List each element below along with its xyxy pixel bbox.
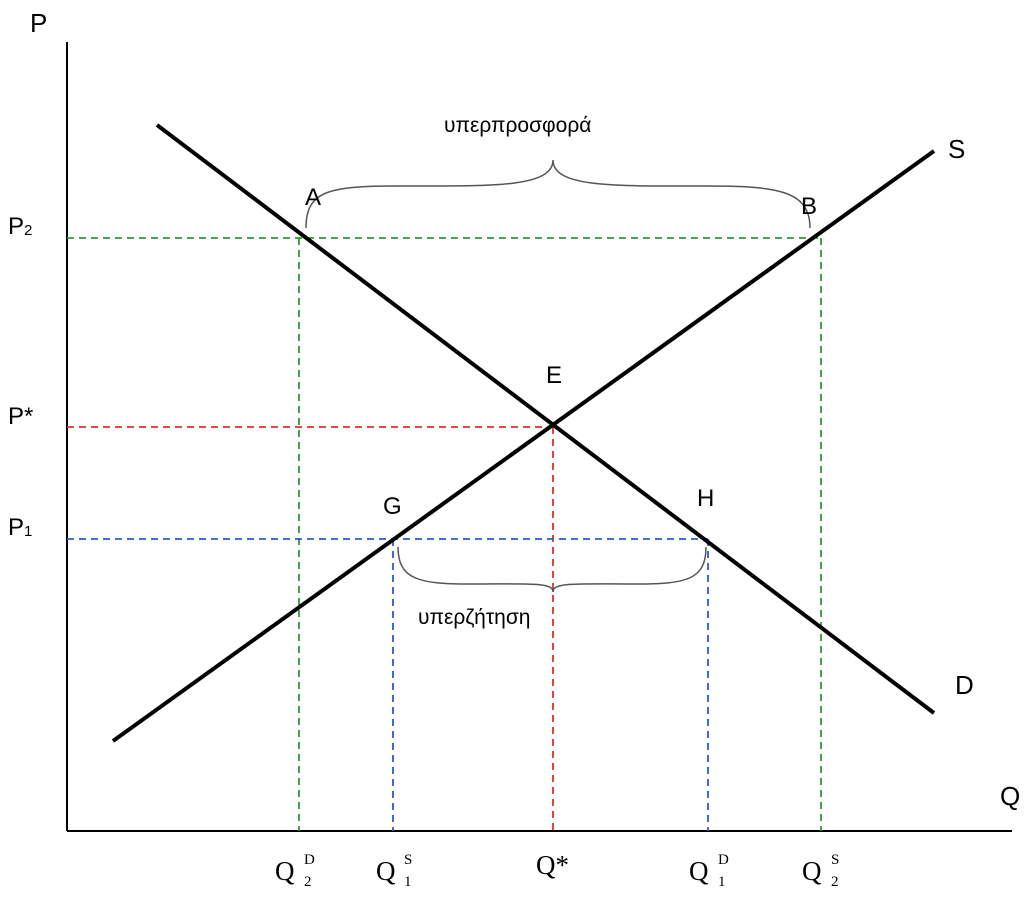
demand-curve-label: D [955, 670, 974, 700]
shortage-brace [397, 546, 707, 593]
q2s-base: Q [802, 856, 822, 886]
point-g-label: G [383, 493, 402, 520]
q1d-sub: 1 [718, 874, 726, 890]
q1d-sup: D [718, 852, 729, 868]
point-h-label: H [697, 485, 714, 512]
point-a-label: A [305, 184, 321, 211]
q2s-sup: S [831, 852, 839, 868]
q1s-sub: 1 [404, 874, 412, 890]
pstar-label: P* [8, 403, 33, 430]
shortage-label: υπερζήτηση [418, 606, 530, 629]
q2d-sub: 2 [304, 874, 312, 890]
q1s-sup: S [404, 852, 412, 868]
p2-guides [67, 237, 822, 831]
q2d-base: Q [275, 856, 295, 886]
equilibrium-guides [67, 426, 554, 831]
supply-curve [111, 149, 936, 743]
point-e-label: E [546, 362, 562, 389]
p1-label: P1 [8, 514, 32, 541]
p2-label: P2 [8, 213, 32, 240]
q2s-sub: 2 [831, 874, 839, 890]
qstar-label: Q* [536, 850, 569, 880]
q2d-label: Q D 2 [275, 852, 315, 890]
point-b-label: B [801, 193, 817, 220]
q2s-label: Q S 2 [802, 852, 839, 890]
supply-curve-label: S [948, 134, 965, 164]
surplus-brace [305, 159, 811, 229]
x-axis-label: Q [1000, 781, 1020, 811]
demand-curve [155, 123, 936, 715]
surplus-label: υπερπροσφορά [444, 114, 591, 137]
p1-guides [67, 538, 709, 831]
y-axis-label: P [30, 8, 47, 38]
q1s-label: Q S 1 [376, 852, 412, 890]
q1d-label: Q D 1 [689, 852, 729, 890]
q2d-sup: D [304, 852, 315, 868]
q1s-base: Q [376, 856, 396, 886]
q1d-base: Q [689, 856, 709, 886]
